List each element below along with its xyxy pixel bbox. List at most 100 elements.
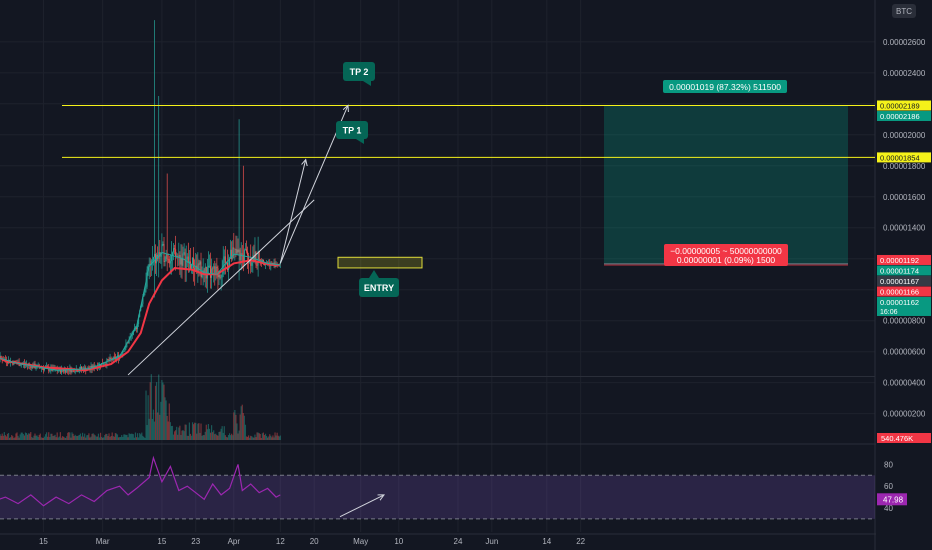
candle-body	[164, 260, 166, 262]
price-tick-label: 0.00001600	[883, 193, 926, 202]
stop-label-box[interactable]	[664, 244, 788, 266]
volume-bar	[49, 437, 51, 440]
volume-bar	[81, 432, 84, 440]
price-tick-label: 0.00000600	[883, 348, 926, 357]
candle-body	[79, 367, 81, 371]
entry-zone[interactable]	[337, 256, 423, 269]
candle-body	[104, 363, 106, 365]
annotation-labels[interactable]: TP 2 TP 1 ENTRY 0.00001019 (87.32%) 511500 −…	[336, 62, 788, 297]
rsi-band	[0, 475, 875, 519]
volume-bar	[16, 432, 18, 440]
stop-label-line1: −0.00000005 ~ 50000000000	[670, 246, 782, 256]
volume-bar	[0, 434, 1, 440]
entry-label-box[interactable]	[359, 278, 399, 297]
volume-bar	[209, 432, 212, 440]
candle-body	[49, 370, 51, 372]
volume-bar	[274, 432, 276, 440]
volume-bar	[150, 374, 152, 440]
volume-bar	[227, 435, 230, 440]
volume-bar	[258, 433, 260, 440]
volume-bar	[10, 437, 12, 440]
volume-bar	[159, 414, 161, 440]
volume-bar	[101, 436, 103, 440]
volume-bar	[69, 432, 71, 440]
volume-bar	[97, 433, 100, 440]
volume-bar	[166, 415, 168, 440]
candle-body	[116, 355, 118, 358]
volume-bar	[184, 424, 186, 440]
volume-bar	[41, 437, 43, 440]
price-tag	[877, 296, 931, 316]
volume-bar	[143, 436, 145, 440]
volume-bar	[28, 433, 30, 440]
candle-body	[275, 265, 277, 267]
volume-bar	[30, 432, 32, 440]
candle-body	[40, 367, 42, 369]
volume-bar	[93, 434, 95, 440]
candle-body	[185, 259, 187, 270]
tp2-label-box[interactable]	[343, 62, 375, 81]
candle-body	[101, 363, 103, 367]
volume-bar	[24, 432, 27, 440]
time-tick-label: 12	[276, 537, 285, 546]
volume-bar	[89, 437, 91, 440]
volume-bar	[7, 433, 10, 440]
volume-bar	[185, 424, 187, 440]
candle-body	[208, 265, 210, 267]
candle-body	[151, 260, 153, 262]
axes: BTC0.000026000.000024000.000022000.00002…	[39, 0, 932, 550]
volume-bar	[187, 435, 189, 440]
volume-bar	[177, 434, 179, 440]
rsi-arrow[interactable]	[339, 495, 384, 518]
rsi-current-value: 47.98	[883, 495, 904, 504]
candle-body	[204, 266, 206, 274]
tp1-label: TP 1	[343, 126, 362, 136]
drawings[interactable]	[62, 105, 875, 376]
candle-body	[31, 364, 33, 369]
volume-bar	[244, 424, 247, 440]
candle-body	[188, 261, 190, 263]
volume-bar	[79, 433, 82, 440]
candle-body	[147, 265, 149, 270]
volume-bar	[194, 422, 196, 440]
volume-bar	[4, 435, 6, 440]
volume-bar	[215, 433, 217, 440]
volume-bar	[44, 434, 47, 440]
candle-body	[65, 369, 67, 373]
volume-bar	[108, 433, 110, 440]
volume-bar	[98, 437, 101, 440]
volume-bar	[90, 436, 92, 440]
price-tag	[877, 254, 931, 265]
candle-body	[212, 268, 214, 270]
volume-bar	[206, 429, 208, 440]
trendline[interactable]	[127, 199, 315, 376]
price-tag-label: 0.00001167	[880, 277, 919, 286]
candle-body	[218, 274, 220, 278]
volume-bar	[131, 433, 133, 440]
candle-body	[229, 258, 231, 266]
volume-bar	[51, 433, 53, 440]
price-tick-label: 0.00000800	[883, 317, 926, 326]
volume-bar	[176, 426, 178, 440]
long-position-tool[interactable]	[604, 105, 848, 266]
volume-bar	[171, 425, 174, 440]
candle-body	[90, 365, 92, 370]
volume-bar	[157, 412, 159, 440]
volume-bar	[225, 436, 227, 440]
tp1-label-box[interactable]	[336, 121, 368, 139]
target-label-box[interactable]	[663, 80, 787, 93]
volume-bar	[127, 437, 129, 440]
volume-bar	[77, 435, 79, 440]
target-zone[interactable]	[604, 105, 848, 264]
projection-arrow[interactable]	[279, 160, 305, 264]
volume-bar	[36, 435, 38, 440]
currency-badge[interactable]	[892, 4, 916, 18]
volume-bar	[161, 380, 163, 440]
volume-bar	[197, 423, 199, 440]
candle-body	[236, 249, 238, 254]
volume-bar	[126, 434, 128, 440]
volume-bar	[64, 437, 66, 440]
volume-bar	[252, 437, 254, 440]
price-tag	[877, 286, 931, 297]
